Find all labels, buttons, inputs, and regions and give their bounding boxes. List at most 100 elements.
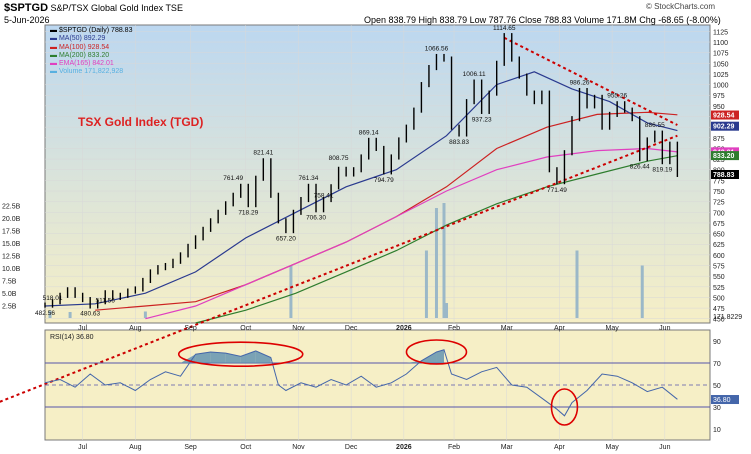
volume-bar <box>434 208 438 318</box>
price-tick-label: 525 <box>713 285 725 292</box>
last-value-tag <box>711 121 739 131</box>
price-tick-label: 875 <box>713 136 725 143</box>
last-value-text: 902.29 <box>713 124 735 131</box>
price-data-label: 761.49 <box>223 175 243 182</box>
volume-bar <box>640 265 644 318</box>
rsi-label: RSI(14) 36.80 <box>50 334 94 341</box>
volume-bar <box>289 265 293 318</box>
index-name: S&P/TSX Global Gold Index <box>50 3 164 13</box>
price-tick-label: 1100 <box>713 40 728 47</box>
x-tick-label: Nov <box>292 325 305 332</box>
header-date: 5-Jun-2026 <box>4 15 50 25</box>
header-title: $SPTGD S&P/TSX Global Gold Index TSE <box>4 2 183 14</box>
x-tick-label: Sep <box>184 325 197 332</box>
price-tick-label: 650 <box>713 232 725 239</box>
price-data-label: 808.75 <box>329 155 349 162</box>
volume-bar <box>442 203 446 318</box>
price-tick-label: 1075 <box>713 51 729 58</box>
price-data-label: 986.26 <box>570 79 590 86</box>
price-tick-label: 1050 <box>713 61 729 68</box>
price-data-label: 518.01 <box>43 295 63 302</box>
volume-bar <box>575 250 579 318</box>
volume-tick-label: 22.5B <box>2 204 21 211</box>
price-tick-label: 825 <box>713 157 725 164</box>
volume-tick-label: 7.5B <box>2 279 17 286</box>
volume-tick-label: 15.0B <box>2 241 21 248</box>
watermark: © StockCharts.com <box>645 2 715 11</box>
last-value-text: 788.83 <box>713 172 735 179</box>
rsi-tick-label: 30 <box>713 405 721 412</box>
x-tick-label-rsi: 2026 <box>396 444 412 451</box>
price-tick-label: 500 <box>713 295 725 302</box>
legend-entry: ▬ MA(100) 928.54 <box>50 43 110 51</box>
rsi-overbought-fill <box>406 360 422 363</box>
price-panel-background <box>44 24 711 324</box>
price-data-label: 657.20 <box>276 236 296 243</box>
header-quote: Open 838.79 High 838.79 Low 787.76 Close… <box>364 15 721 25</box>
price-data-label: 1114.65 <box>493 25 516 32</box>
x-tick-label-rsi: Nov <box>292 444 305 451</box>
price-data-label: 1066.56 <box>425 45 449 52</box>
volume-tick-label: 20.0B <box>2 216 21 223</box>
volume-last-label: 171.8229 <box>713 314 742 321</box>
x-tick-label-rsi: Oct <box>240 444 251 451</box>
price-data-label: 821.41 <box>253 150 273 157</box>
x-tick-label-rsi: Jul <box>78 444 87 451</box>
last-value-tag <box>711 151 739 161</box>
x-tick-label: Oct <box>240 325 251 332</box>
x-tick-label-rsi: May <box>606 444 620 451</box>
last-value-text: 928.54 <box>713 113 735 120</box>
legend-entry: ▬ Volume 171,822,928 <box>50 68 124 76</box>
x-tick-label: Jul <box>78 325 87 332</box>
price-data-label: 819.19 <box>652 167 672 174</box>
data-labels: 482.56 518.01 511.56 480.63 761.49 718.29 821.… <box>35 25 673 318</box>
rsi-overbought-fill <box>210 352 226 363</box>
price-data-label: 869.14 <box>359 129 379 136</box>
volume-bar <box>445 303 449 318</box>
price-data-label: 761.34 <box>299 175 319 182</box>
price-tick-label: 725 <box>713 200 725 207</box>
ma50-line <box>44 71 678 307</box>
price-tick-label: 1000 <box>713 83 729 90</box>
rsi-last-value: 36.80 <box>713 397 731 404</box>
rsi-overbought-fill <box>255 350 271 363</box>
price-tick-label: 575 <box>713 264 725 271</box>
ma200-line <box>195 155 678 324</box>
rsi-overbought-fill <box>436 349 444 363</box>
trendline <box>503 36 678 126</box>
price-tick-label: 750 <box>713 189 725 196</box>
rsi-last-tag <box>711 395 739 405</box>
rsi-highlight-ellipse <box>550 388 579 426</box>
x-tick-label-rsi: Sep <box>184 444 197 451</box>
legend-entry: ▬ MA(50) 892.29 <box>50 35 106 43</box>
price-data-label: 1006.11 <box>463 71 486 78</box>
price-data-label: 886.55 <box>645 122 665 129</box>
price-data-label: 883.83 <box>449 139 469 146</box>
price-data-label: 955.26 <box>607 93 627 100</box>
volume-tick-label: 17.5B <box>2 229 21 236</box>
volume-bar <box>424 250 428 318</box>
price-data-label: 826.44 <box>630 163 650 170</box>
price-data-label: 758.41 <box>314 192 334 199</box>
x-tick-label: Jun <box>659 325 670 332</box>
price-tick-label: 675 <box>713 221 725 228</box>
price-data-label: 482.56 <box>35 310 55 317</box>
x-tick-label: May <box>606 325 620 332</box>
price-tick-label: 975 <box>713 93 725 100</box>
price-data-label: 706.30 <box>306 215 326 222</box>
x-tick-label-rsi: Dec <box>345 444 358 451</box>
price-tick-label: 600 <box>713 253 725 260</box>
rsi-overbought-fill <box>240 350 256 363</box>
axes: 450 475 500 525 550 575 600 625 650 675 700 725 750 7… <box>2 29 742 451</box>
rsi-overbought-fill <box>195 352 211 363</box>
price-data-label: 718.29 <box>238 210 258 217</box>
x-tick-label-rsi: Aug <box>129 444 142 451</box>
x-tick-label-rsi: Mar <box>501 444 514 451</box>
series-lines <box>0 33 679 403</box>
price-data-label: 771.49 <box>547 187 567 194</box>
last-value-tag <box>711 169 739 179</box>
legend-entry: ▬ EMA(165) 842.01 <box>50 60 114 68</box>
last-value-tag <box>711 110 739 120</box>
price-tick-label: 475 <box>713 306 725 313</box>
